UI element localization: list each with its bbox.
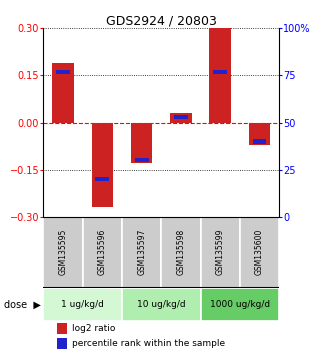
Title: GDS2924 / 20803: GDS2924 / 20803 <box>106 14 217 27</box>
Bar <box>174 115 188 119</box>
Text: 10 ug/kg/d: 10 ug/kg/d <box>137 300 186 309</box>
Bar <box>135 158 149 162</box>
Text: GSM135597: GSM135597 <box>137 229 146 275</box>
Text: GSM135595: GSM135595 <box>58 229 67 275</box>
Text: log2 ratio: log2 ratio <box>72 324 115 333</box>
Bar <box>253 139 266 143</box>
Bar <box>95 177 109 181</box>
Bar <box>213 70 227 74</box>
Bar <box>52 63 74 122</box>
Bar <box>249 122 270 144</box>
FancyBboxPatch shape <box>201 287 279 321</box>
Bar <box>57 338 67 349</box>
Bar <box>131 122 152 164</box>
FancyBboxPatch shape <box>83 217 122 287</box>
Text: 1000 ug/kg/d: 1000 ug/kg/d <box>210 300 270 309</box>
Text: dose  ▶: dose ▶ <box>4 299 41 309</box>
Bar <box>56 70 70 74</box>
FancyBboxPatch shape <box>43 217 83 287</box>
Text: percentile rank within the sample: percentile rank within the sample <box>72 339 225 348</box>
FancyBboxPatch shape <box>201 217 240 287</box>
Bar <box>57 323 67 334</box>
Text: GSM135600: GSM135600 <box>255 229 264 275</box>
FancyBboxPatch shape <box>122 287 201 321</box>
FancyBboxPatch shape <box>161 217 201 287</box>
FancyBboxPatch shape <box>122 217 161 287</box>
Bar <box>170 113 192 122</box>
Text: GSM135596: GSM135596 <box>98 229 107 275</box>
Text: GSM135598: GSM135598 <box>177 229 186 275</box>
FancyBboxPatch shape <box>43 287 122 321</box>
FancyBboxPatch shape <box>240 217 279 287</box>
Bar <box>210 28 231 122</box>
Bar <box>91 122 113 207</box>
Text: 1 ug/kg/d: 1 ug/kg/d <box>61 300 104 309</box>
Text: GSM135599: GSM135599 <box>216 229 225 275</box>
